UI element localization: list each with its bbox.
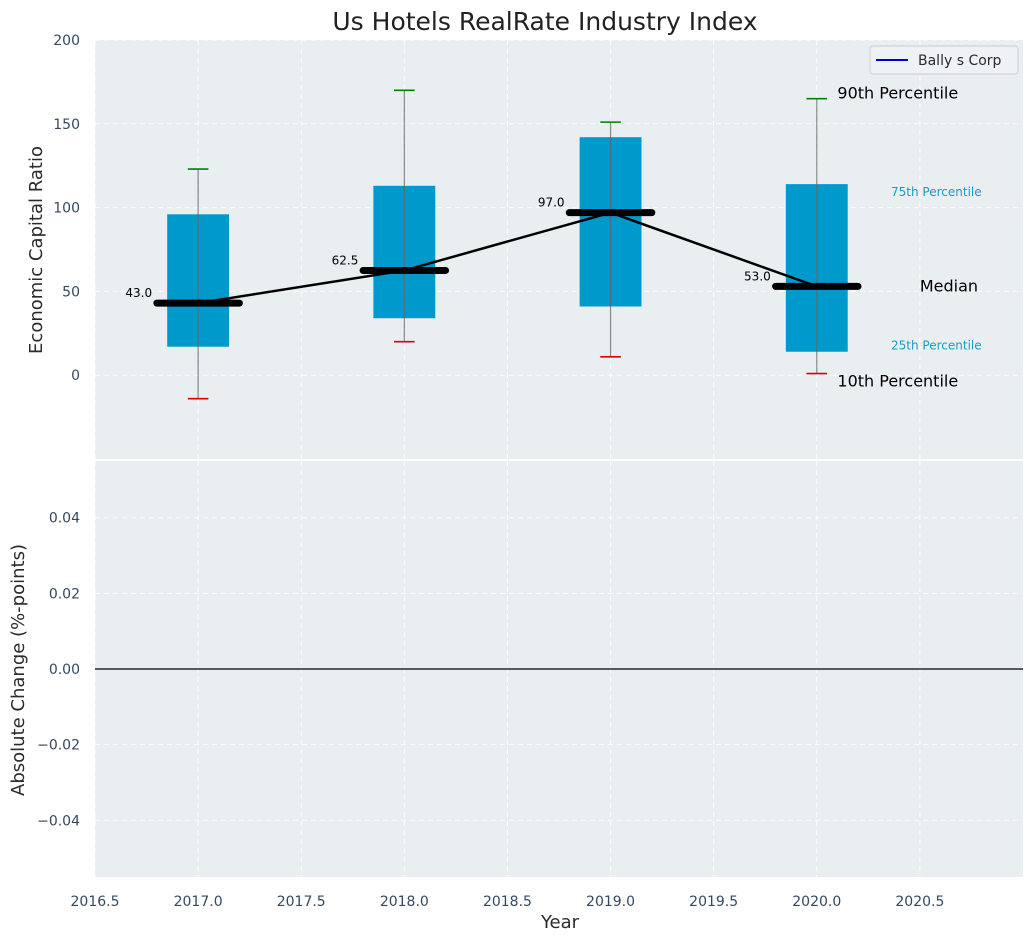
median-trend-line: [197, 211, 818, 305]
annotation-75th-percentile: 75th Percentile: [891, 185, 982, 199]
bottom-y-tick-label: −0.02: [37, 738, 80, 754]
annotation-25th-percentile: 25th Percentile: [891, 339, 982, 353]
x-tick-label: 2016.5: [71, 894, 120, 910]
median-trend: [197, 211, 818, 305]
legend: Bally s Corp: [869, 45, 1019, 75]
legend-box: [869, 45, 1019, 75]
median-label-2017: 43.0: [125, 286, 152, 300]
annotation-10th-percentile: 10th Percentile: [837, 372, 958, 391]
x-axis-label: Year: [540, 912, 580, 933]
legend-label: Bally s Corp: [918, 53, 1002, 69]
top-y-axis-label: Economic Capital Ratio: [26, 146, 47, 354]
x-tick-label: 2018.0: [380, 894, 429, 910]
bottom-panel: 0.04 0.02 0.00 −0.02 −0.04 2016.5 2017.0 2017.…: [8, 461, 1023, 933]
percentile-annotations: 90th Percentile 75th Percentile Median 2…: [837, 84, 981, 391]
top-y-tick-label: 150: [53, 117, 80, 133]
x-tick-label: 2020.0: [792, 894, 841, 910]
median-label-2020: 53.0: [744, 269, 771, 283]
top-y-tick-label: 200: [53, 33, 80, 49]
annotation-90th-percentile: 90th Percentile: [837, 84, 958, 103]
x-tick-label: 2017.0: [174, 894, 223, 910]
bottom-y-tick-label: 0.02: [49, 586, 80, 602]
chart-title: Us Hotels RealRate Industry Index: [332, 7, 757, 36]
x-ticks: 2016.5 2017.0 2017.5 2018.0 2018.5 2019.0 2019…: [71, 894, 945, 910]
top-y-tick-label: 100: [53, 201, 80, 217]
bottom-y-tick-label: −0.04: [37, 813, 80, 829]
bottom-y-tick-label: 0.04: [49, 511, 80, 527]
x-tick-label: 2020.5: [895, 894, 944, 910]
top-y-tick-label: 0: [71, 368, 80, 384]
top-plot-background: [95, 40, 1023, 459]
median-label-2019: 97.0: [538, 196, 565, 210]
bottom-y-ticks: 0.04 0.02 0.00 −0.02 −0.04: [37, 511, 80, 830]
bottom-y-axis-label: Absolute Change (%-points): [8, 544, 29, 796]
x-tick-label: 2018.5: [483, 894, 532, 910]
x-tick-label: 2017.5: [277, 894, 326, 910]
annotation-median: Median: [920, 276, 978, 295]
top-y-ticks: 0 50 100 150 200: [53, 33, 80, 384]
bottom-y-tick-label: 0.00: [49, 662, 80, 678]
median-label-2018: 62.5: [332, 253, 359, 267]
top-y-tick-label: 50: [62, 284, 80, 300]
x-tick-label: 2019.0: [586, 894, 635, 910]
x-tick-label: 2019.5: [689, 894, 738, 910]
top-panel: 0 50 100 150 200 43.0 62.5 97.0 53.0 90th Perce…: [26, 33, 1023, 459]
